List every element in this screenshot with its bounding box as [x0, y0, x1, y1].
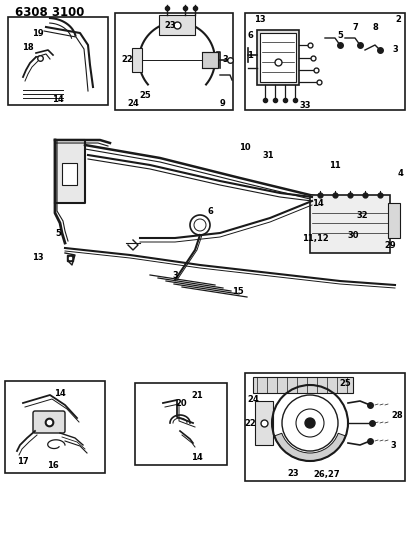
Text: 32: 32: [356, 211, 368, 220]
Text: 14: 14: [191, 453, 203, 462]
Bar: [257, 30, 299, 85]
Bar: [132, 48, 142, 72]
Text: 19: 19: [32, 29, 44, 38]
Text: 11: 11: [329, 160, 341, 169]
Bar: [159, 15, 195, 35]
Bar: [310, 195, 390, 253]
Bar: [255, 401, 273, 445]
Text: 3: 3: [390, 441, 396, 450]
Bar: [62, 163, 77, 185]
Text: 23: 23: [164, 20, 176, 29]
Bar: [388, 203, 400, 238]
Text: 17: 17: [17, 456, 29, 465]
FancyBboxPatch shape: [33, 411, 65, 433]
Text: 24: 24: [127, 99, 139, 108]
Wedge shape: [274, 433, 346, 461]
Text: 5: 5: [337, 30, 343, 39]
Bar: [260, 33, 296, 82]
Text: 21: 21: [191, 391, 203, 400]
Text: 23: 23: [287, 469, 299, 478]
Text: 2: 2: [395, 15, 401, 25]
Bar: [253, 377, 353, 393]
Text: 14: 14: [312, 198, 324, 207]
Text: 18: 18: [22, 43, 34, 52]
Text: 6308 3100: 6308 3100: [15, 5, 84, 19]
Text: 16: 16: [47, 461, 59, 470]
Text: 3: 3: [222, 55, 228, 64]
Text: 29: 29: [384, 240, 396, 249]
Text: 25: 25: [339, 378, 351, 387]
Bar: [115, 13, 233, 110]
Text: 3: 3: [172, 271, 178, 279]
Text: 30: 30: [347, 230, 359, 239]
Text: 24: 24: [247, 394, 259, 403]
Text: 3: 3: [392, 45, 398, 54]
Text: 6: 6: [247, 30, 253, 39]
Text: 31: 31: [262, 150, 274, 159]
Text: 15: 15: [232, 287, 244, 295]
Text: 14: 14: [52, 94, 64, 103]
Text: 1: 1: [247, 51, 253, 60]
Circle shape: [305, 418, 315, 428]
Text: 14: 14: [54, 389, 66, 398]
Text: 7: 7: [352, 22, 358, 31]
Text: 13: 13: [32, 254, 44, 262]
Bar: [5, 381, 105, 473]
Text: 5: 5: [55, 229, 61, 238]
Text: 20: 20: [175, 399, 187, 408]
Bar: [135, 383, 227, 465]
Text: 28: 28: [391, 411, 403, 421]
Text: 9: 9: [220, 99, 226, 108]
Text: 10: 10: [239, 143, 251, 152]
Text: 13: 13: [254, 15, 266, 25]
Text: 22: 22: [121, 55, 133, 64]
Bar: [8, 17, 108, 105]
Bar: [245, 13, 405, 110]
Text: 22: 22: [244, 418, 256, 427]
Text: 26,27: 26,27: [314, 470, 340, 479]
Text: 33: 33: [299, 101, 311, 109]
Bar: [202, 52, 218, 68]
Text: 6: 6: [207, 206, 213, 215]
Text: 11,12: 11,12: [302, 233, 328, 243]
Bar: [245, 373, 405, 481]
Text: 8: 8: [372, 22, 378, 31]
Text: 25: 25: [139, 92, 151, 101]
Text: 4: 4: [397, 168, 403, 177]
Bar: [55, 143, 85, 203]
